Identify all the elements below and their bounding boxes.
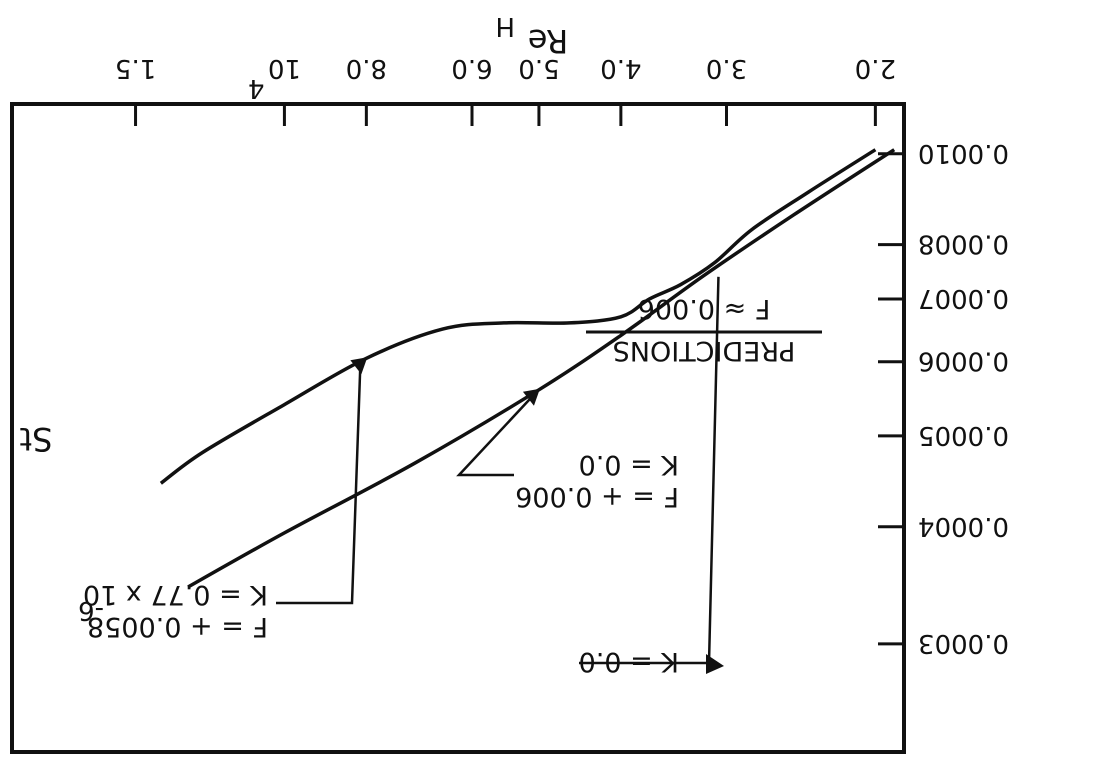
series-layer [159,148,896,589]
x-tick-label: 1.5 [115,53,156,83]
y-axis-label: St [20,420,53,458]
x-axis-label: Re H [495,11,568,60]
x-axis-label-subscript: H [495,11,515,41]
plot-frame [10,102,906,754]
annotations: F = + 0.006 K = 0.0 F = + 0.0058 K = 0.7… [78,276,724,677]
annotation-k00-lower-arrowhead [706,654,724,674]
x-tick-exponent: 4 [248,73,265,103]
annotation-f0058-line2: K = 0.77 x 10 [83,579,268,610]
x-tick-label: 10 [268,53,301,83]
x-axis-label-text: Re [528,22,568,60]
series-line-1 [159,148,877,485]
x-tick-label: 5.0 [518,53,559,83]
y-tick-label: 0.0007 [918,283,1009,313]
y-tick-label: 0.0006 [918,346,1009,376]
y-tick-label: 0.0005 [918,420,1009,450]
annotation-f006-arrowhead [522,388,540,406]
annotation-f0058-leader [276,364,362,605]
y-tick-label: 0.0004 [918,511,1009,541]
series-line-0 [187,148,896,589]
annotation-f0058-exponent: -6 [78,595,104,625]
annotation-f006-leader [456,394,534,477]
y-axis: 0.0003 0.0004 0.0005 0.0006 0.0007 0.0008 0.00… [878,138,1009,658]
x-tick-label: 2.0 [855,53,896,83]
x-tick-label: 4.0 [600,53,641,83]
annotation-f006-line2: K = 0.0 [579,449,679,480]
y-tick-label: 0.0003 [918,628,1009,658]
annotation-f0058-line1: F = + 0.0058 [87,611,268,642]
x-axis: 2.0 3.0 4.0 5.0 6.0 8.0 104 1.5 [115,53,896,126]
annotation-k00-lower: K = 0.0 [579,646,679,677]
x-tick-label: 8.0 [346,53,387,83]
chart-subtitle: F ≈ 0.006 [638,293,771,324]
y-tick-label: 0.0010 [918,138,1009,168]
annotation-f006-line1: F = + 0.006 [515,481,679,512]
chart-title: PREDICTIONS [613,335,796,366]
x-tick-label: 3.0 [706,53,747,83]
annotation-f0058-arrowhead [350,357,368,375]
y-tick-label: 0.0008 [918,229,1009,259]
x-tick-label: 6.0 [451,53,492,83]
